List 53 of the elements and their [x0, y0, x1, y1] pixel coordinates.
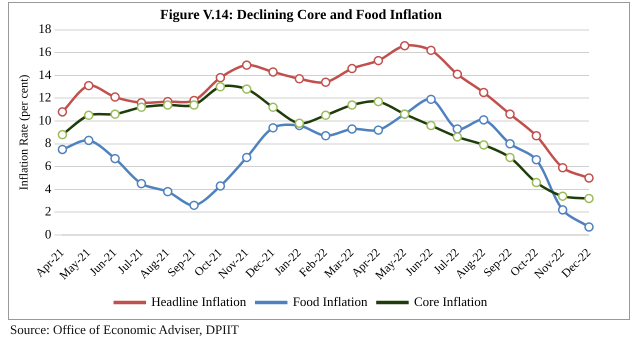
point — [347, 64, 357, 74]
y-tick-label: 12 — [38, 90, 52, 105]
point — [58, 107, 68, 117]
point — [532, 154, 542, 164]
point — [136, 178, 146, 188]
point — [268, 123, 278, 133]
point — [162, 186, 172, 196]
point — [268, 67, 278, 77]
chart-title: Figure V.14: Declining Core and Food Inflation — [160, 8, 442, 24]
y-tick-label: 10 — [38, 112, 52, 128]
point — [426, 94, 436, 104]
point — [216, 72, 226, 82]
point — [320, 131, 330, 141]
source-note: Source: Office of Economic Adviser, DPIIT — [10, 322, 239, 338]
point — [478, 115, 488, 125]
point — [320, 77, 330, 87]
point — [216, 181, 226, 191]
point — [110, 92, 120, 102]
point — [84, 136, 94, 146]
y-tick-label: 18 — [38, 21, 52, 36]
legend-label: Core Inflation — [414, 294, 488, 309]
point — [189, 200, 199, 210]
y-tick-label: 16 — [38, 44, 52, 60]
point — [505, 109, 515, 119]
y-tick-label: 0 — [44, 226, 52, 242]
point — [374, 56, 384, 66]
legend-label: Food Inflation — [292, 294, 368, 309]
point — [558, 162, 568, 172]
point — [347, 124, 357, 134]
y-tick-label: 14 — [38, 66, 52, 82]
point — [374, 125, 384, 135]
point — [58, 144, 68, 154]
point — [478, 88, 488, 98]
point — [452, 124, 462, 134]
point — [452, 70, 462, 79]
legend-label: Headline Inflation — [151, 294, 247, 309]
point — [532, 131, 542, 141]
y-tick-label: 8 — [44, 135, 52, 150]
point — [84, 80, 94, 90]
point — [242, 60, 252, 70]
point — [584, 173, 594, 183]
y-tick-label: 6 — [44, 158, 52, 173]
point — [426, 46, 436, 56]
point — [242, 152, 252, 162]
point — [584, 222, 594, 232]
y-axis-title: Inflation Rate (per cent) — [16, 74, 30, 190]
point — [110, 154, 120, 164]
point — [400, 41, 410, 51]
y-tick-label: 2 — [44, 204, 52, 219]
point — [294, 74, 304, 84]
y-tick-label: 4 — [44, 180, 52, 196]
point — [505, 139, 515, 149]
point — [558, 205, 568, 215]
